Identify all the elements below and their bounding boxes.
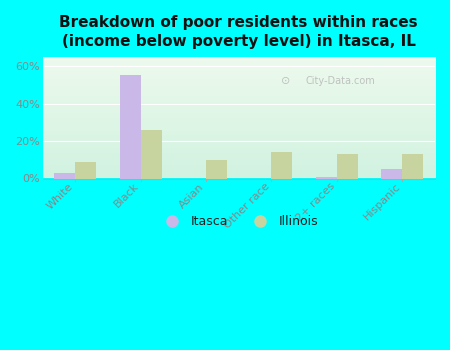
Bar (402, 154, 423, 178)
Bar (316, 177, 337, 178)
Legend: Itasca, Illinois: Itasca, Illinois (155, 210, 323, 233)
Bar (54, 173, 75, 178)
Bar (337, 154, 358, 178)
Bar (75, 162, 96, 178)
Text: City-Data.com: City-Data.com (306, 76, 376, 86)
Bar (206, 160, 227, 178)
Text: ⊙: ⊙ (281, 76, 291, 86)
Title: Breakdown of poor residents within races
(income below poverty level) in Itasca,: Breakdown of poor residents within races… (59, 15, 418, 49)
Bar (271, 152, 292, 178)
Bar (381, 169, 402, 178)
Bar (120, 76, 141, 178)
Bar (141, 130, 162, 178)
